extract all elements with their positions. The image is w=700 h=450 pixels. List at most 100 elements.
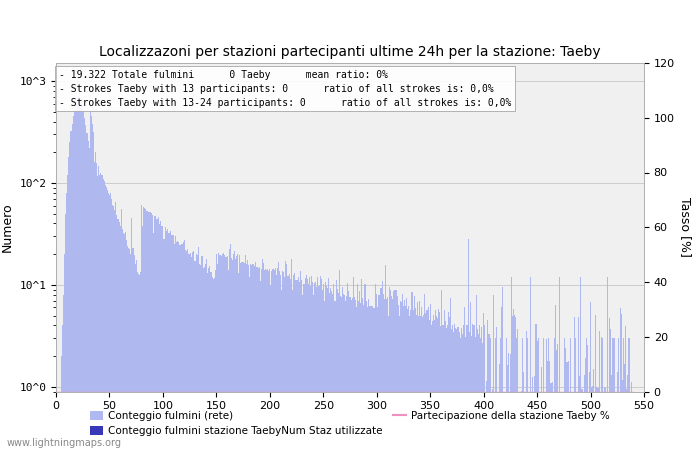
Bar [176,397,177,450]
Bar [510,355,511,450]
Bar [374,308,375,450]
Bar [517,328,519,450]
Bar [256,267,258,450]
Bar [367,397,368,450]
Bar [312,397,313,450]
Bar [215,397,216,450]
Bar [596,397,598,450]
Bar [367,307,368,450]
Bar [79,96,80,450]
Bar [141,205,142,450]
Bar [220,255,221,450]
Bar [606,397,607,450]
Bar [134,397,136,450]
Bar [473,325,475,450]
Bar [358,302,359,450]
Bar [311,397,312,450]
Bar [309,397,310,450]
Bar [161,397,162,450]
Bar [69,397,71,450]
Bar [390,397,391,450]
Bar [332,397,333,450]
Bar [288,274,290,450]
Bar [236,397,237,450]
Bar [140,272,141,450]
Bar [381,288,382,450]
Bar [342,397,343,450]
Bar [420,315,421,450]
Bar [292,397,293,450]
Bar [204,267,205,450]
Bar [607,277,608,450]
Bar [286,397,288,450]
Bar [327,288,328,450]
Bar [400,302,401,450]
Bar [108,397,109,450]
Bar [580,397,582,450]
Bar [477,397,478,450]
Bar [187,249,188,450]
Bar [168,233,169,450]
Bar [184,397,185,450]
Bar [588,397,589,450]
Bar [422,397,423,450]
Bar [633,397,634,450]
Bar [304,278,306,450]
Bar [171,397,172,450]
Bar [322,290,323,450]
Bar [304,397,306,450]
Bar [132,248,134,450]
Bar [146,211,148,450]
Bar [91,117,92,450]
Bar [130,397,132,450]
Bar [302,397,304,450]
Bar [360,302,361,450]
Bar [383,294,384,450]
Bar [601,338,602,450]
Bar [609,319,610,450]
Bar [592,397,593,450]
Bar [310,286,311,450]
Bar [258,267,260,450]
Bar [251,397,252,450]
Bar [188,254,189,450]
Bar [329,293,330,450]
Bar [568,397,570,450]
Bar [85,397,87,450]
Bar [418,397,419,450]
Bar [59,397,60,450]
Bar [203,397,204,450]
Bar [297,280,298,450]
Bar [344,295,345,450]
Bar [237,254,238,450]
Bar [331,397,332,450]
Bar [177,241,178,450]
Bar [589,397,590,450]
Bar [371,306,372,450]
Bar [509,397,510,450]
Bar [228,270,229,450]
Bar [164,227,166,450]
Bar [407,397,408,450]
Bar [130,254,132,450]
Bar [83,397,84,450]
Bar [558,397,559,450]
Bar [128,248,130,450]
Bar [572,397,573,450]
Bar [136,272,138,450]
Bar [500,397,501,450]
Bar [503,397,505,450]
Bar [300,271,302,450]
Bar [90,110,91,450]
Bar [153,234,154,450]
Bar [78,95,79,450]
Bar [363,305,365,450]
Bar [170,231,171,450]
Bar [186,397,187,450]
Bar [600,397,601,450]
Bar [191,256,193,450]
Bar [57,397,59,450]
Bar [96,163,97,450]
Bar [233,254,234,450]
Bar [491,397,493,450]
